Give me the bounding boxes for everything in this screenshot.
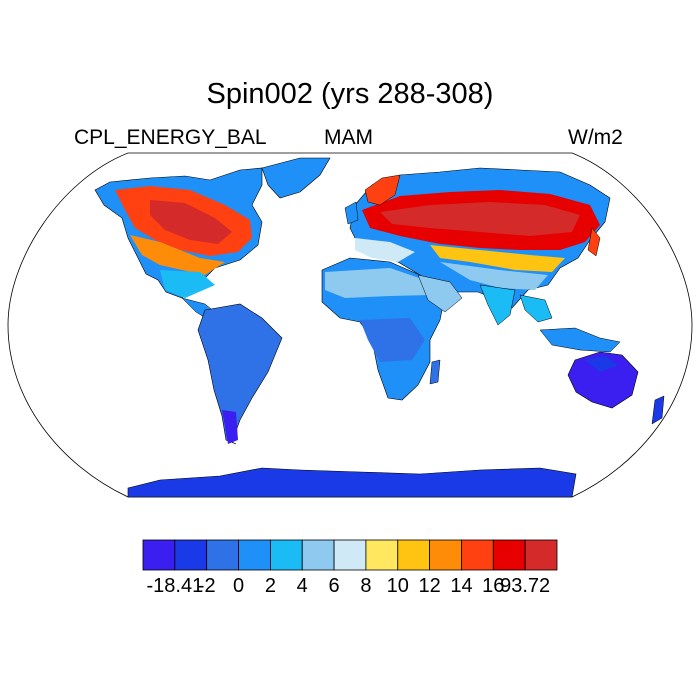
colorbar-label-9: 14 bbox=[450, 575, 473, 597]
greenland bbox=[261, 157, 331, 199]
japan bbox=[587, 227, 601, 257]
new-zealand bbox=[651, 395, 665, 425]
colorbar-label-4: 4 bbox=[296, 575, 308, 597]
british-isles bbox=[344, 201, 359, 225]
asia-mid bbox=[440, 262, 548, 290]
colorbar-label-1: -2 bbox=[197, 575, 216, 597]
europe-south bbox=[355, 238, 415, 262]
season-label: MAM bbox=[324, 126, 373, 149]
colorbar-label-2: 0 bbox=[232, 575, 245, 597]
plot-title: Spin002 (yrs 288-308) bbox=[206, 78, 494, 110]
sahara bbox=[325, 268, 430, 298]
colorbar-label-3: 2 bbox=[264, 575, 276, 597]
colorbar-label-8: 12 bbox=[418, 575, 441, 597]
colorbar-label-7: 10 bbox=[386, 575, 409, 597]
southeast-asia bbox=[519, 294, 553, 323]
antarctica bbox=[127, 467, 577, 498]
units-label: W/m2 bbox=[568, 126, 623, 149]
asia-warm bbox=[430, 245, 565, 272]
eurasia-core bbox=[380, 202, 580, 236]
india bbox=[479, 284, 516, 326]
scandinavia bbox=[364, 174, 401, 206]
variable-label: CPL_ENERGY_BAL bbox=[74, 126, 267, 149]
north-america-south bbox=[160, 270, 215, 298]
central-africa bbox=[360, 318, 425, 362]
colorbar-label-6: 8 bbox=[360, 575, 372, 597]
north-america-core bbox=[150, 200, 232, 244]
south-america-tip bbox=[222, 410, 238, 444]
southern-africa bbox=[380, 365, 418, 396]
colorbar-label-11: 93.72 bbox=[500, 575, 551, 597]
madagascar bbox=[429, 359, 441, 385]
australia bbox=[567, 351, 639, 409]
colorbar-label-5: 6 bbox=[328, 575, 340, 597]
australia-north bbox=[585, 356, 618, 372]
north-america-warm bbox=[130, 235, 225, 275]
indonesia bbox=[539, 327, 621, 353]
colorbar-label-10: 16 bbox=[482, 575, 505, 597]
arabia bbox=[417, 274, 463, 313]
colorbar-label-0: -18.41 bbox=[146, 575, 204, 597]
